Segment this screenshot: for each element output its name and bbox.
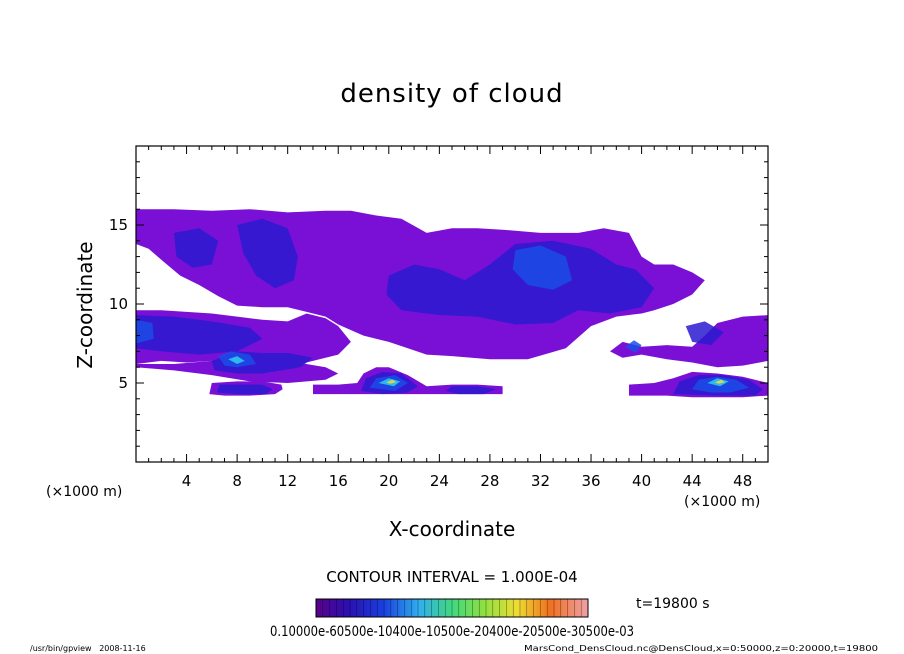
footer-left: /usr/bin/gpview 2008-11-16	[30, 644, 146, 653]
x-tick-label: 44	[683, 472, 702, 490]
x-tick-label: 32	[531, 472, 550, 490]
cloud-region-level-1	[237, 218, 298, 289]
cloud-region-level-1	[136, 315, 263, 355]
x-unit-label-right: (×1000 m)	[684, 494, 760, 510]
x-axis-label: X-coordinate	[389, 517, 516, 541]
axis-ticks	[135, 145, 769, 463]
x-tick-labels: 4 8 12 16 20 24 28 32 36 40 44 48	[182, 472, 752, 490]
cloud-region-level-3	[228, 356, 245, 364]
cloud-region-level-1	[685, 321, 724, 346]
cloud-region-level-1	[173, 228, 219, 268]
cloud-region-level-2	[136, 319, 154, 344]
y-tick-label: 15	[109, 216, 128, 234]
colorbar-ticks	[322, 599, 582, 617]
contour-interval-label: CONTOUR INTERVAL = 1.000E-04	[326, 568, 577, 586]
cloud-region-level-1	[386, 240, 655, 325]
x-tick-label: 28	[480, 472, 499, 490]
cloud-region-level-1	[445, 386, 497, 395]
x-tick-label: 48	[733, 472, 752, 490]
chart-title: density of cloud	[340, 79, 563, 109]
y-axis-label: Z-coordinate	[73, 241, 97, 368]
footer-right: MarsCond_DensCloud.nc@DensCloud,x=0:5000…	[524, 644, 878, 653]
x-unit-label-left: (×1000 m)	[46, 484, 122, 500]
x-tick-label: 8	[232, 472, 242, 490]
x-tick-label: 12	[278, 472, 297, 490]
x-tick-label: 36	[581, 472, 600, 490]
cloud-region-level-4	[714, 379, 725, 384]
x-tick-label: 20	[379, 472, 398, 490]
x-tick-label: 4	[182, 472, 192, 490]
x-tick-label: 16	[329, 472, 348, 490]
cloud-region-level-2	[512, 245, 573, 290]
y-tick-labels: 5 10 15	[109, 216, 128, 392]
time-label: t=19800 s	[636, 596, 710, 612]
y-tick-label: 10	[109, 295, 128, 313]
x-tick-label: 24	[430, 472, 449, 490]
cloud-density-field	[136, 209, 768, 398]
cloud-region-level-2	[625, 340, 642, 353]
cloud-region-level-1	[216, 384, 273, 395]
colorbar-labels: 0.10000e-60500e-10400e-10500e-20400e-205…	[270, 624, 634, 640]
cloud-region-level-0	[610, 315, 768, 368]
y-tick-label: 5	[118, 374, 128, 392]
cloud-region-level-4	[386, 379, 397, 384]
x-tick-label: 40	[632, 472, 651, 490]
